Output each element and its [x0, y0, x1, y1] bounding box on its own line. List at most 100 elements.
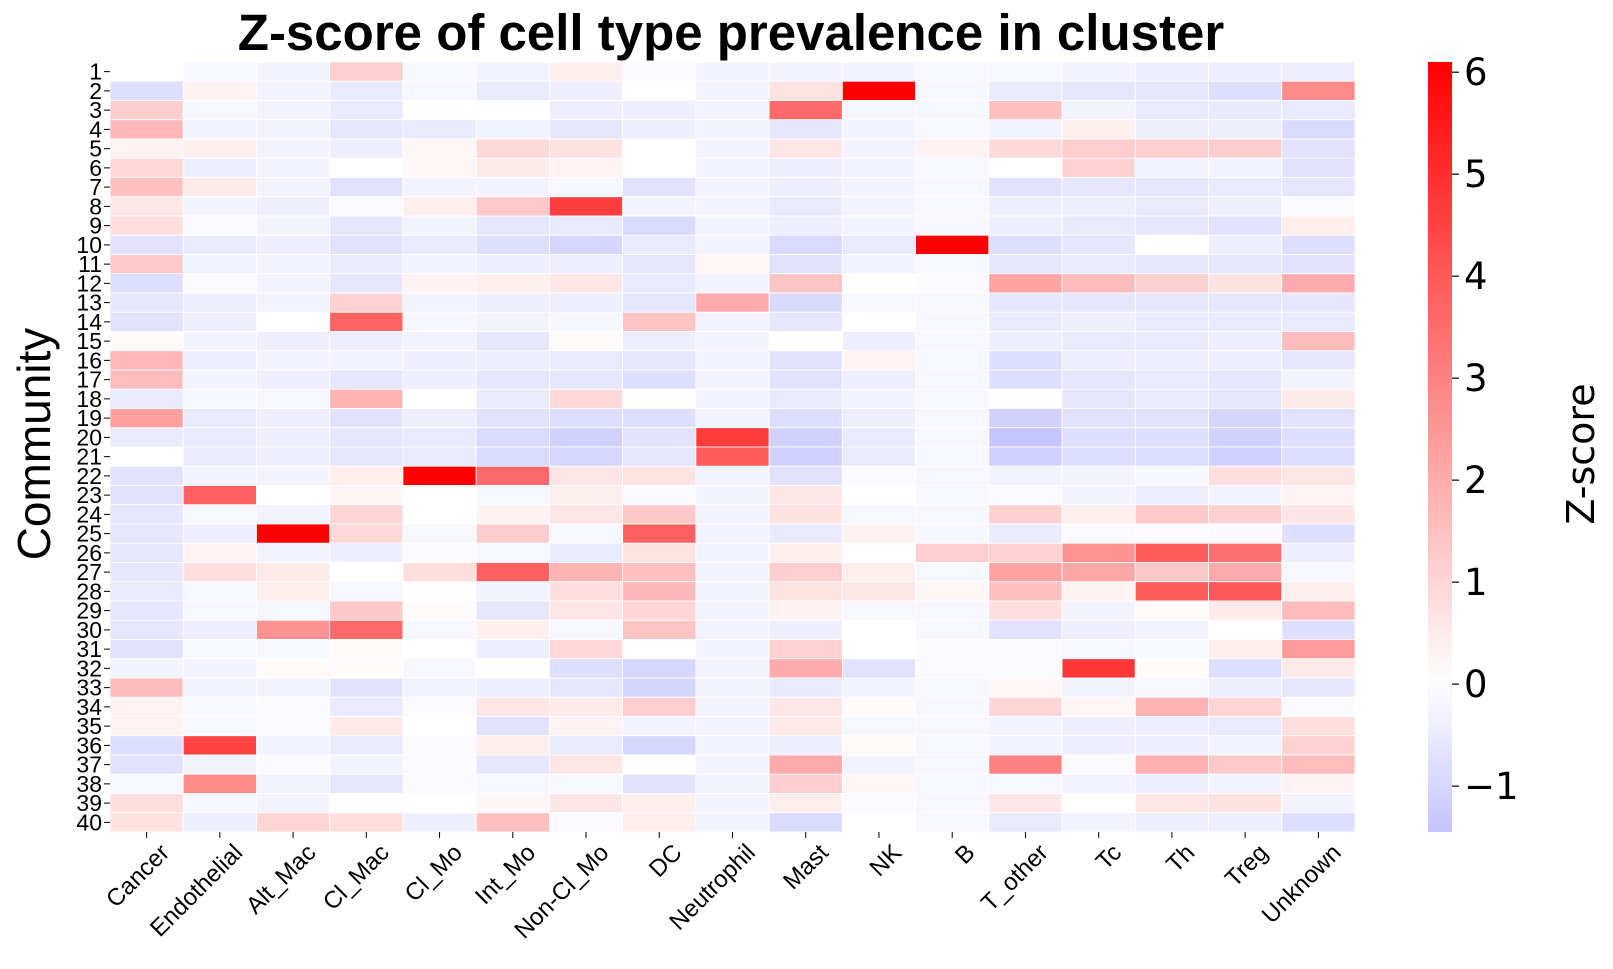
- heatmap-cell: [1061, 177, 1136, 198]
- heatmap-cell: [1281, 793, 1356, 814]
- heatmap-cell: [109, 273, 184, 294]
- heatmap-cell: [256, 446, 331, 467]
- heatmap-cell: [475, 196, 550, 217]
- column-label: Th: [1161, 839, 1200, 878]
- heatmap-cell: [988, 485, 1063, 506]
- heatmap-cell: [622, 696, 697, 717]
- heatmap-cell: [402, 331, 477, 352]
- row-label: 30: [76, 617, 102, 643]
- heatmap-cell: [475, 234, 550, 255]
- column-label: Unknown: [1257, 839, 1347, 929]
- heatmap-cell: [1208, 696, 1283, 717]
- heatmap-cell: [1208, 157, 1283, 178]
- heatmap-cell: [695, 773, 770, 794]
- heatmap-cell: [1134, 485, 1209, 506]
- heatmap-cell: [1281, 254, 1356, 275]
- heatmap-cell: [622, 427, 697, 448]
- heatmap-cell: [402, 311, 477, 332]
- heatmap-cell: [841, 716, 916, 737]
- heatmap-cell: [768, 234, 843, 255]
- heatmap-cell: [402, 61, 477, 82]
- heatmap-cell: [1208, 562, 1283, 583]
- heatmap-cell: [841, 562, 916, 583]
- heatmap-cell: [182, 138, 257, 159]
- heatmap-cell: [1281, 427, 1356, 448]
- row-label: 37: [76, 752, 102, 778]
- heatmap-cell: [1134, 254, 1209, 275]
- heatmap-cell: [549, 350, 624, 371]
- heatmap-cell: [1281, 331, 1356, 352]
- heatmap-cell: [988, 177, 1063, 198]
- heatmap-cell: [329, 658, 404, 679]
- heatmap-cell: [329, 562, 404, 583]
- heatmap-cell: [1134, 157, 1209, 178]
- heatmap-cell: [695, 812, 770, 833]
- heatmap-cell: [622, 311, 697, 332]
- heatmap-cell: [109, 369, 184, 390]
- heatmap-cell: [182, 485, 257, 506]
- heatmap-cell: [695, 292, 770, 313]
- heatmap-cell: [768, 562, 843, 583]
- heatmap-cell: [1208, 331, 1283, 352]
- heatmap-cell: [695, 215, 770, 236]
- heatmap-cell: [549, 157, 624, 178]
- heatmap-cell: [1281, 350, 1356, 371]
- heatmap-cell: [1061, 408, 1136, 429]
- heatmap-cell: [841, 292, 916, 313]
- heatmap-cell: [1061, 600, 1136, 621]
- heatmap-cell: [695, 138, 770, 159]
- heatmap-cell: [768, 504, 843, 525]
- heatmap-cell: [1281, 619, 1356, 640]
- heatmap-cell: [182, 600, 257, 621]
- heatmap-cell: [1061, 542, 1136, 563]
- heatmap-cell: [549, 388, 624, 409]
- heatmap-cell: [1281, 408, 1356, 429]
- heatmap-cell: [1281, 234, 1356, 255]
- heatmap-cell: [109, 504, 184, 525]
- heatmap-cell: [329, 523, 404, 544]
- column-label: Cl_Mac: [318, 839, 395, 916]
- heatmap-cell: [768, 812, 843, 833]
- heatmap-cell: [256, 485, 331, 506]
- heatmap-cell: [622, 754, 697, 775]
- heatmap-cell: [402, 581, 477, 602]
- heatmap-cell: [1134, 196, 1209, 217]
- heatmap-cell: [182, 273, 257, 294]
- heatmap-cell: [109, 177, 184, 198]
- heatmap-cell: [549, 735, 624, 756]
- heatmap-cell: [768, 311, 843, 332]
- heatmap-cell: [1281, 677, 1356, 698]
- heatmap-cell: [549, 427, 624, 448]
- heatmap-cell: [549, 639, 624, 660]
- heatmap-cell: [182, 369, 257, 390]
- heatmap-cell: [256, 677, 331, 698]
- heatmap-cell: [1134, 388, 1209, 409]
- heatmap-cell: [475, 119, 550, 140]
- heatmap-cell: [329, 793, 404, 814]
- heatmap-cell: [622, 369, 697, 390]
- heatmap-cell: [988, 311, 1063, 332]
- heatmap-cell: [622, 273, 697, 294]
- heatmap-cell: [329, 408, 404, 429]
- heatmap-cell: [988, 234, 1063, 255]
- heatmap-cell: [1208, 773, 1283, 794]
- heatmap-cell: [915, 177, 990, 198]
- heatmap-cell: [402, 215, 477, 236]
- heatmap-cell: [988, 215, 1063, 236]
- heatmap-cell: [109, 311, 184, 332]
- heatmap-cell: [622, 677, 697, 698]
- heatmap-cell: [622, 196, 697, 217]
- heatmap-cell: [622, 658, 697, 679]
- heatmap-cell: [256, 754, 331, 775]
- heatmap-cell: [841, 388, 916, 409]
- heatmap-cell: [182, 812, 257, 833]
- row-label: 23: [76, 482, 102, 508]
- heatmap-cell: [256, 215, 331, 236]
- heatmap-cell: [988, 350, 1063, 371]
- heatmap-cell: [256, 234, 331, 255]
- heatmap-cell: [841, 196, 916, 217]
- heatmap-cell: [329, 254, 404, 275]
- heatmap-cell: [695, 735, 770, 756]
- heatmap-cell: [182, 523, 257, 544]
- heatmap-cell: [109, 716, 184, 737]
